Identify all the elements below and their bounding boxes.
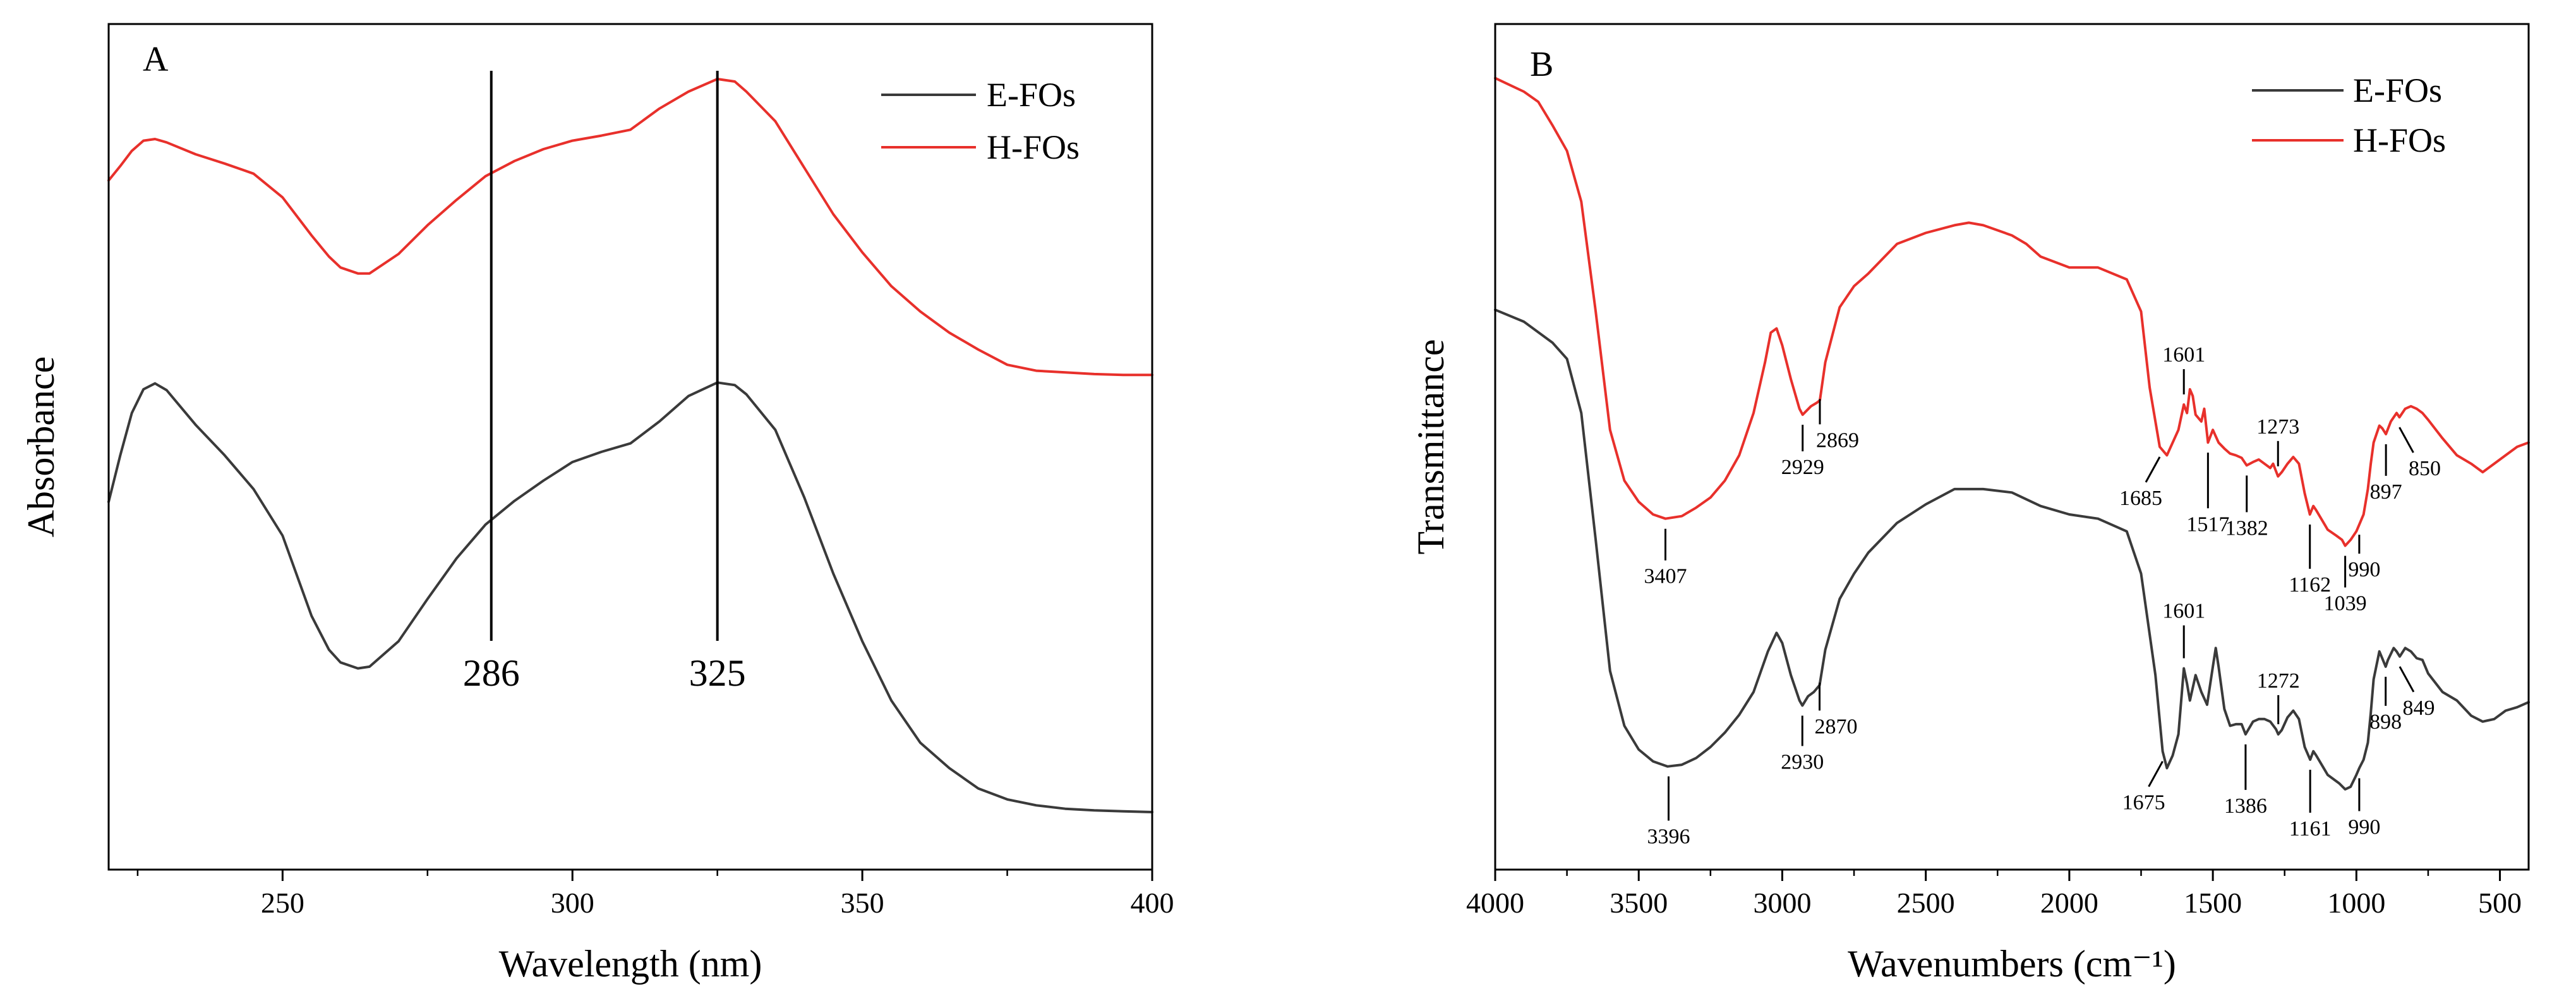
panel-b-x-tick-label: 2500: [1897, 887, 1955, 919]
peak-e-fos-1161-label: 1161: [2289, 817, 2332, 841]
legend-label-e-fos: E-FOs: [2353, 71, 2442, 109]
panel-a-y-axis-title: Absorbance: [20, 356, 62, 538]
panel-b-x-tick-label: 1500: [2184, 887, 2242, 919]
peak-h-fos-1162-label: 1162: [2289, 573, 2331, 597]
reference-line-label-286: 286: [463, 652, 520, 694]
panel-b-series-line-h-fos: [1494, 76, 2530, 547]
reference-line-label-325: 325: [689, 652, 746, 694]
peak-h-fos-1517-label: 1517: [2186, 513, 2229, 536]
panel-a-x-tick-label: 250: [261, 887, 304, 919]
panel-b-x-tick-label: 4000: [1466, 887, 1524, 919]
peak-h-fos-1382-label: 1382: [2225, 516, 2268, 540]
legend-label-h-fos: H-FOs: [2353, 121, 2446, 159]
panel-b-x-tick-label: 2000: [2040, 887, 2098, 919]
panel-b-y-axis-title: Transmittance: [1410, 339, 1452, 554]
panel-a-frame: [107, 23, 1153, 871]
panel-b-frame: [1494, 23, 2530, 871]
peak-e-fos-849-label: 849: [2402, 696, 2435, 720]
panel-b-legend: E-FOs H-FOs: [2252, 71, 2446, 159]
panel-b-series-line-e-fos: [1494, 308, 2530, 791]
peak-h-fos-850-label: 850: [2409, 457, 2441, 480]
legend-label-e-fos: E-FOs: [987, 76, 1076, 114]
panel-a-x-tick-label: 350: [841, 887, 884, 919]
peak-e-fos-898-label: 898: [2369, 710, 2402, 734]
peak-e-fos-849-marker: [2398, 666, 2415, 693]
peak-h-fos-2929-label: 2929: [1781, 456, 1824, 479]
peak-h-fos-1685-marker: [2145, 456, 2161, 483]
panel-a-x-axis-title: Wavelength (nm): [499, 943, 762, 985]
panel-a-series-line-e-fos: [107, 381, 1153, 813]
peak-e-fos-1675-marker: [2148, 760, 2164, 787]
panel-b-letter: B: [1530, 45, 1553, 84]
panel-b-x-tick-label: 500: [2478, 887, 2522, 919]
panel-b-x-tick-label: 1000: [2327, 887, 2385, 919]
peak-h-fos-1601-label: 1601: [2162, 343, 2205, 367]
peak-h-fos-1273-label: 1273: [2256, 415, 2299, 439]
panel-a-x-tick-label: 400: [1131, 887, 1174, 919]
peak-e-fos-3396-label: 3396: [1647, 825, 1690, 849]
peak-e-fos-1601-label: 1601: [2162, 600, 2205, 623]
peak-e-fos-990-label: 990: [2348, 815, 2380, 839]
peak-e-fos-1386-label: 1386: [2224, 794, 2267, 818]
peak-h-fos-850-marker: [2398, 427, 2414, 453]
peak-e-fos-1272-label: 1272: [2257, 669, 2300, 693]
panel-a-letter: A: [143, 40, 169, 79]
peak-h-fos-3407-label: 3407: [1644, 565, 1687, 588]
panel-b-x-tick-label: 3500: [1610, 887, 1668, 919]
peak-h-fos-2869-label: 2869: [1816, 428, 1859, 452]
peak-e-fos-1675-label: 1675: [2122, 791, 2165, 815]
peak-h-fos-1039-label: 1039: [2324, 592, 2367, 616]
panel-b-x-tick-label: 3000: [1753, 887, 1811, 919]
panel-a: 286 325 250 300 350 400 A E-FOs H-FOs Wavele…: [20, 23, 1174, 985]
peak-h-fos-897-label: 897: [2370, 480, 2402, 504]
panel-a-x-tick-label: 300: [551, 887, 594, 919]
legend-label-h-fos: H-FOs: [987, 128, 1080, 166]
panel-b-x-axis-title: Wavenumbers (cm⁻¹): [1848, 943, 2176, 985]
peak-e-fos-2930-label: 2930: [1781, 750, 1824, 774]
panel-a-series-line-h-fos: [107, 78, 1153, 377]
peak-h-fos-990-label: 990: [2348, 558, 2380, 581]
panel-a-legend: E-FOs H-FOs: [881, 76, 1080, 166]
peak-e-fos-2870-label: 2870: [1815, 715, 1858, 738]
peak-h-fos-1685-label: 1685: [2119, 487, 2162, 510]
